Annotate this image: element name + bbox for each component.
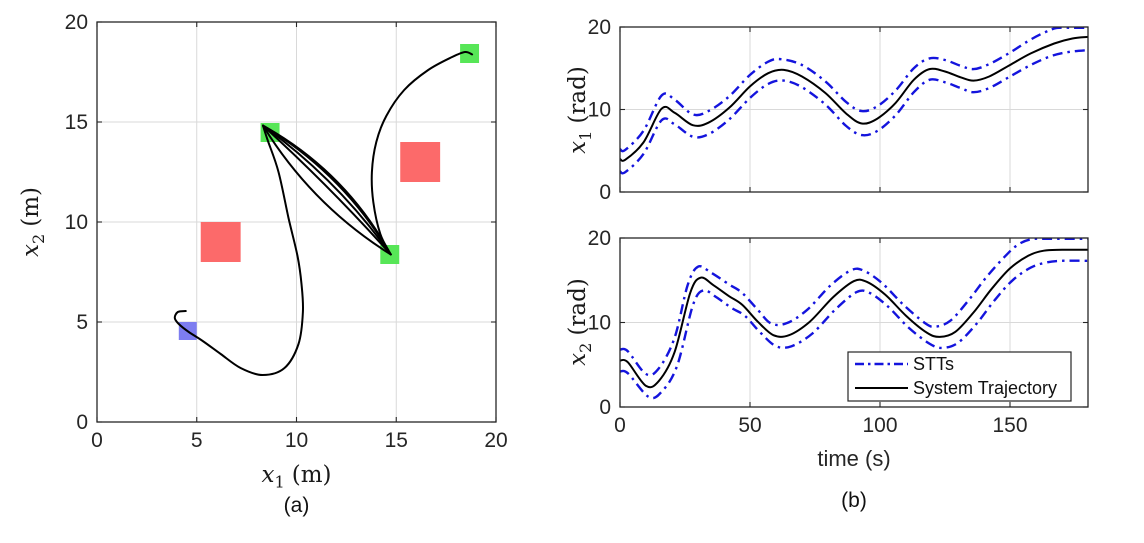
series-stts-lower-bound (620, 48, 1088, 175)
y-tick-label: 0 (76, 411, 88, 434)
y-tick-label: 5 (76, 311, 88, 334)
y-tick-label: 15 (65, 111, 88, 134)
x-tick-label: 15 (385, 429, 408, 452)
x-subscript: 1 (274, 472, 285, 492)
series-stts-upper-bound (620, 27, 1088, 153)
series-stts-upper-bound (620, 238, 1088, 377)
obstacle-marker (400, 142, 441, 182)
y-tick-label: 0 (599, 181, 611, 204)
x-tick-label: 10 (285, 429, 308, 452)
panel-a-caption: (a) (283, 494, 310, 517)
y-tick-label: 10 (65, 211, 88, 234)
legend: STTs System Trajectory (847, 351, 1072, 402)
panel-b-x-axis-label: time (s) (817, 446, 891, 471)
panel-a-x-axis-label: x1 (m) (97, 462, 496, 492)
panel-b-top-y-axis-label: x1 (rad) (565, 66, 595, 154)
system-trajectory-2d (370, 50, 474, 256)
series-stts-lower-bound (620, 259, 1088, 400)
legend-label: System Trajectory (913, 378, 1057, 398)
legend-label: STTs (913, 354, 954, 374)
x-tick-label: 0 (91, 429, 103, 452)
series-system-trajectory (620, 248, 1088, 389)
y-variable: x (18, 244, 45, 257)
y-unit: (rad) (565, 66, 592, 124)
panel-b-bottom-y-axis-label: x2 (rad) (565, 278, 595, 366)
x1-time-plot: 0 10 20 (588, 16, 1089, 204)
x-tick-label: 0 (614, 414, 626, 437)
y-unit: (rad) (565, 278, 592, 336)
x2-time-plot: 0 50 100 150 0 10 20 STTs System Trajectory (588, 227, 1089, 437)
workspace-plot: 0 5 10 15 20 0 5 10 15 20 (65, 11, 508, 452)
system-trajectory-2d (262, 124, 392, 256)
y-tick-label: 20 (588, 227, 611, 250)
curves-group (173, 50, 474, 377)
curves-group (620, 238, 1088, 400)
system-trajectory-2d (262, 124, 392, 256)
y-variable: x (565, 140, 592, 154)
y-tick-label: 10 (588, 312, 611, 335)
x-tick-label: 50 (738, 414, 761, 437)
system-trajectory-2d (173, 124, 305, 377)
panel-b-plots: 0 10 20 0 50 100 150 0 10 20 STTs System Trajectory (588, 16, 1089, 437)
y-subscript: 1 (575, 130, 595, 141)
y-tick-label: 0 (599, 396, 611, 419)
y-tick-label: 20 (65, 11, 88, 34)
x-tick-label: 20 (484, 429, 507, 452)
y-subscript: 2 (575, 342, 595, 353)
x-variable: x (261, 462, 275, 488)
series-system-trajectory (620, 35, 1088, 162)
system-trajectory-2d (262, 124, 392, 256)
x-unit: (m) (291, 462, 332, 488)
panel-b-caption: (b) (841, 489, 867, 512)
x-tick-label: 5 (191, 429, 203, 452)
y-subscript: 2 (28, 233, 48, 245)
y-tick-label: 10 (588, 99, 611, 122)
x-tick-label: 100 (862, 414, 897, 437)
obstacle-marker (200, 222, 241, 262)
legend-box (847, 351, 1072, 402)
x-tick-label: 150 (992, 414, 1027, 437)
panel-a-y-axis-label: x2 (m) (18, 187, 48, 257)
system-trajectory-2d (262, 124, 392, 256)
y-variable: x (565, 352, 592, 366)
y-unit: (m) (18, 187, 45, 227)
curves-group (620, 27, 1088, 175)
panel-a-plot: 0 5 10 15 20 0 5 10 15 20 (65, 11, 508, 452)
y-tick-label: 20 (588, 16, 611, 39)
